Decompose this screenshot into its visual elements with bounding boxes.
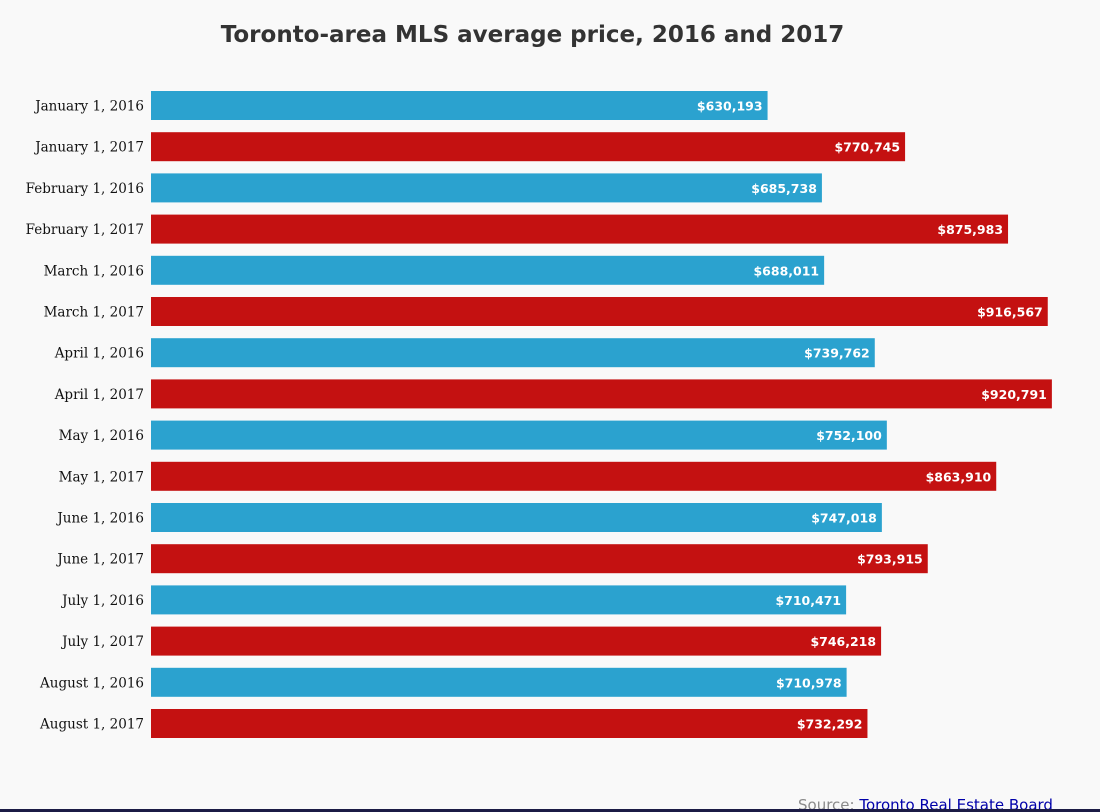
bar-july-1-2017 (151, 626, 882, 656)
chart-title: Toronto-area MLS average price, 2016 and… (220, 22, 845, 48)
value-label: $710,978 (776, 675, 842, 690)
category-label: April 1, 2016 (54, 346, 144, 362)
bar-february-1-2016 (151, 173, 822, 203)
category-label: January 1, 2016 (33, 99, 144, 115)
category-label: June 1, 2016 (55, 511, 144, 527)
bar-april-1-2016 (151, 338, 875, 368)
category-label: July 1, 2017 (60, 634, 144, 650)
value-label: $863,910 (926, 469, 992, 484)
bar-march-1-2017 (151, 297, 1048, 326)
value-label: $747,018 (811, 511, 877, 526)
value-label: $770,745 (834, 140, 900, 155)
bar-january-1-2017 (151, 132, 906, 162)
bars-layer: January 1, 2016 $630,193 January 1, 2017 $7… (26, 91, 1052, 738)
bar-july-1-2016 (151, 585, 847, 615)
category-label: July 1, 2016 (60, 593, 144, 609)
category-label: January 1, 2017 (33, 140, 144, 156)
category-label: June 1, 2017 (55, 552, 144, 568)
category-label: February 1, 2016 (26, 181, 144, 197)
value-label: $875,983 (937, 222, 1003, 237)
value-label: $752,100 (816, 428, 882, 443)
category-label: March 1, 2017 (44, 305, 144, 321)
category-label: May 1, 2017 (59, 469, 144, 485)
category-label: April 1, 2017 (54, 387, 144, 403)
source-line: Source: Toronto Real Estate Board (798, 796, 1053, 812)
source-link[interactable]: Toronto Real Estate Board (859, 796, 1053, 812)
bar-may-1-2017 (151, 461, 997, 491)
value-label: $746,218 (810, 634, 876, 649)
category-label: August 1, 2017 (39, 717, 144, 733)
bottom-rule (0, 809, 1100, 812)
category-label: March 1, 2016 (44, 263, 144, 279)
bar-june-1-2017 (151, 544, 928, 574)
value-label: $732,292 (797, 717, 863, 732)
bar-june-1-2016 (151, 503, 882, 532)
value-label: $630,193 (697, 99, 763, 114)
category-label: February 1, 2017 (26, 222, 144, 238)
value-label: $916,567 (977, 305, 1043, 320)
value-label: $710,471 (775, 593, 841, 608)
category-label: August 1, 2016 (39, 675, 144, 691)
bar-may-1-2016 (151, 420, 887, 450)
bar-february-1-2017 (151, 214, 1009, 244)
bar-chart: January 1, 2016 $630,193 January 1, 2017 $7… (26, 91, 1052, 738)
value-label: $688,011 (753, 263, 819, 278)
bar-march-1-2016 (151, 255, 825, 285)
bar-january-1-2016 (151, 91, 768, 120)
value-label: $793,915 (857, 552, 923, 567)
value-label: $920,791 (981, 387, 1047, 402)
bar-august-1-2017 (151, 709, 868, 738)
source-prefix: Source: (798, 796, 855, 812)
category-label: May 1, 2016 (59, 428, 144, 444)
value-label: $739,762 (804, 346, 870, 361)
bar-august-1-2016 (151, 667, 847, 697)
bar-april-1-2017 (151, 379, 1052, 409)
value-label: $685,738 (751, 181, 817, 196)
